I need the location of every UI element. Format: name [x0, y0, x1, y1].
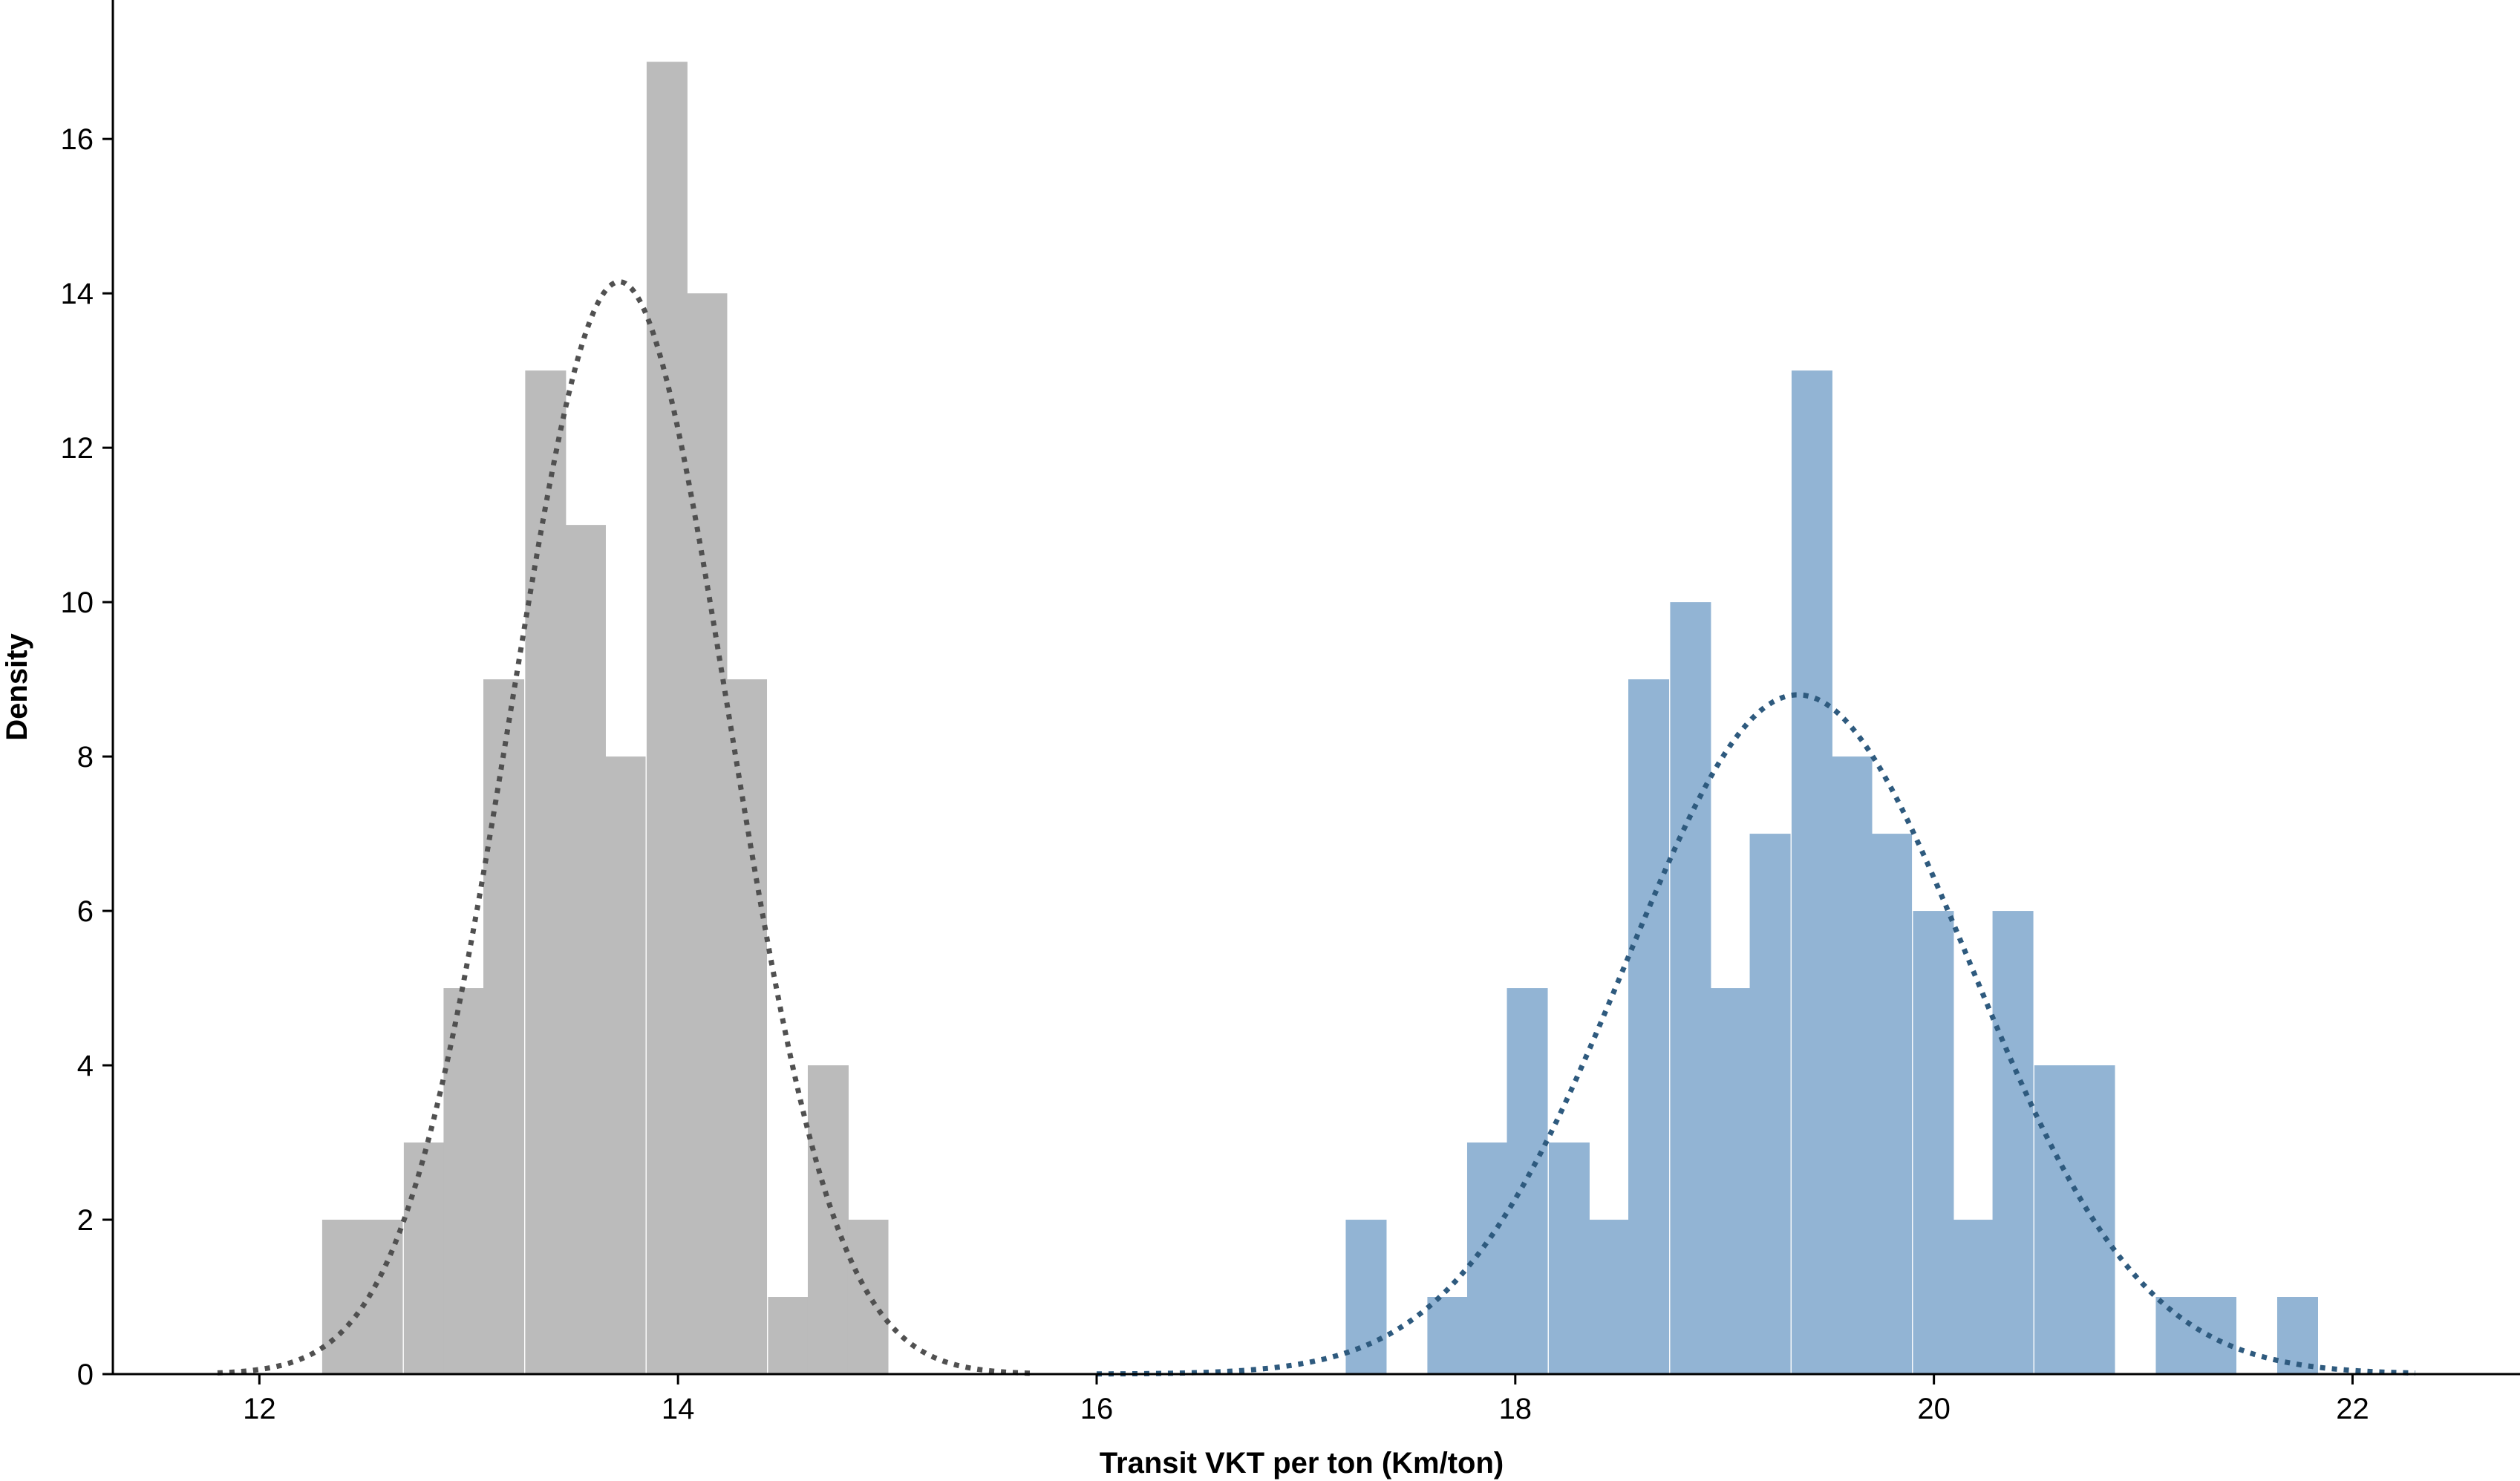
histogram-bar [1831, 756, 1873, 1374]
x-axis-ticks: 12 14 16 18 20 22 [243, 1374, 2369, 1425]
y-tick-label: 10 [61, 586, 94, 619]
x-tick-label: 12 [243, 1393, 276, 1425]
histogram-bar [1709, 988, 1752, 1374]
x-tick-label: 14 [662, 1393, 695, 1425]
histogram-bar [403, 1142, 445, 1374]
histogram-bar [1871, 834, 1913, 1374]
y-tick-label: 14 [61, 278, 94, 310]
histogram-bar [1628, 679, 1670, 1374]
density-curve [217, 279, 1034, 1376]
histogram-bar [1992, 911, 2034, 1374]
y-tick-label: 6 [77, 895, 94, 928]
x-tick-label: 22 [2336, 1393, 2369, 1425]
y-tick-label: 12 [61, 432, 94, 465]
histogram-bar [604, 756, 646, 1374]
histogram-bar [1507, 988, 1548, 1374]
histogram-bar [646, 62, 688, 1374]
x-axis-title: Transit VKT per ton (Km/ton) [1100, 1447, 1504, 1480]
y-axis-title: Density [1, 633, 33, 741]
histogram-bar [483, 679, 524, 1374]
y-tick-label: 8 [77, 741, 94, 774]
histogram-bar [1548, 1142, 1590, 1374]
histogram-bar [321, 1220, 363, 1374]
histogram-bar [1345, 1220, 1387, 1374]
x-tick-label: 18 [1499, 1393, 1532, 1425]
histogram-bar [1588, 1220, 1630, 1374]
histogram-bar [1913, 911, 1954, 1374]
histogram-bar [847, 1220, 889, 1374]
y-tick-label: 4 [77, 1050, 94, 1082]
x-tick-label: 16 [1080, 1393, 1114, 1425]
histogram-bar [564, 525, 606, 1375]
histogram-bar [2276, 1297, 2318, 1374]
histogram-bar [807, 1065, 849, 1374]
histogram-bar [686, 293, 728, 1374]
histogram-bar [1427, 1297, 1469, 1374]
histogram-bar [1466, 1142, 1508, 1374]
histogram-bar [2155, 1297, 2197, 1374]
histogram-bar [1670, 602, 1711, 1375]
histogram-bar [525, 370, 567, 1375]
y-tick-label: 16 [61, 123, 94, 156]
y-tick-label: 2 [77, 1204, 94, 1237]
histogram-bars [321, 62, 2318, 1375]
histogram-bar [2034, 1065, 2075, 1374]
histogram-bar [443, 988, 485, 1374]
histogram-bar [1749, 834, 1791, 1374]
y-tick-label: 0 [77, 1359, 94, 1391]
histogram-bar [2196, 1297, 2237, 1374]
histogram-bar [1791, 370, 1832, 1375]
x-tick-label: 20 [1917, 1393, 1951, 1425]
histogram-bar [726, 679, 768, 1374]
histogram-bar [1953, 1220, 1994, 1374]
density-curves [217, 279, 2416, 1377]
y-axis-ticks: 0 2 4 6 8 10 12 14 16 [61, 123, 113, 1391]
histogram-bar [768, 1297, 809, 1374]
